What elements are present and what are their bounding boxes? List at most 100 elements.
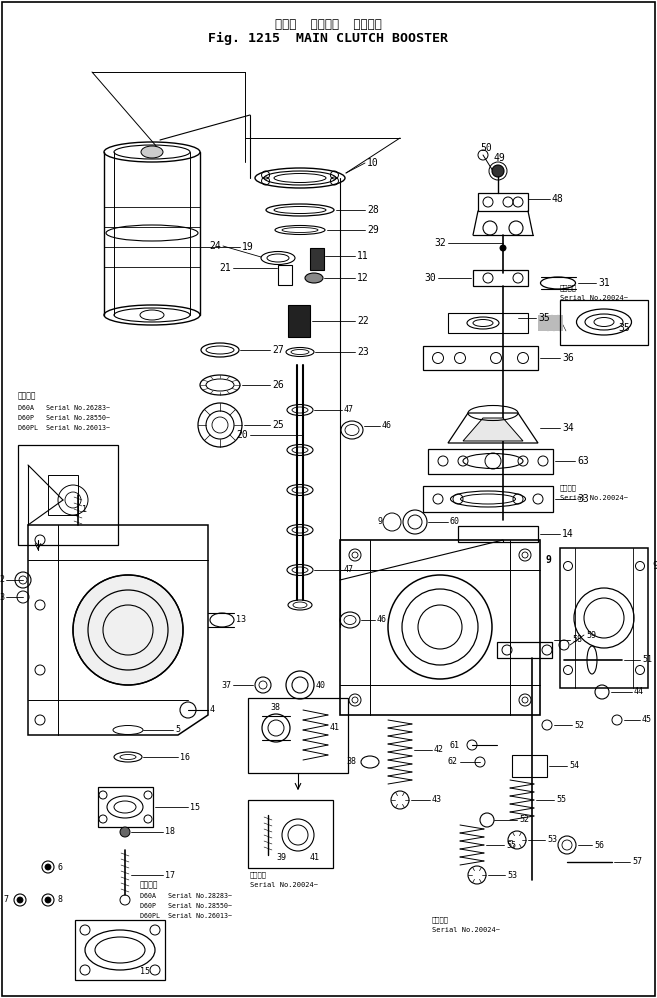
Text: 17: 17 [165, 870, 175, 879]
Bar [473, 270, 528, 286]
Text: 1: 1 [82, 506, 87, 515]
Text: 適用号機: 適用号機 [432, 917, 449, 923]
Text: 9: 9 [377, 518, 382, 527]
Bar [560, 300, 648, 345]
Text: 18: 18 [165, 827, 175, 836]
Text: 6: 6 [58, 862, 63, 871]
Bar [423, 486, 553, 512]
Text: 41: 41 [310, 853, 320, 862]
Text: 45: 45 [642, 716, 652, 725]
Text: 51: 51 [642, 656, 652, 665]
Polygon shape [463, 418, 523, 441]
Bar [310, 248, 324, 270]
Text: D60A   Serial No.26283~: D60A Serial No.26283~ [18, 405, 110, 411]
Text: 37: 37 [221, 681, 231, 690]
Text: 14: 14 [562, 529, 574, 539]
Bar [428, 449, 553, 474]
Text: Serial No.20024~: Serial No.20024~ [560, 495, 628, 501]
Text: 27: 27 [272, 345, 284, 355]
Text: 9: 9 [652, 561, 657, 571]
Circle shape [500, 245, 506, 251]
Bar [560, 548, 648, 688]
Circle shape [45, 897, 51, 903]
Text: 29: 29 [367, 225, 378, 235]
Text: 50: 50 [480, 143, 491, 153]
Text: D60A   Serial No.28283~: D60A Serial No.28283~ [140, 893, 232, 899]
Text: Serial No.20024~: Serial No.20024~ [250, 882, 318, 888]
Text: 22: 22 [357, 316, 369, 326]
Bar [478, 193, 528, 211]
Text: 適用号機: 適用号機 [18, 391, 37, 400]
Text: 適用号機: 適用号機 [250, 871, 267, 878]
Text: 7: 7 [3, 895, 8, 904]
Bar [458, 526, 538, 542]
Text: D60P   Serial No.28550~: D60P Serial No.28550~ [18, 415, 110, 421]
Bar [423, 346, 538, 370]
Text: 52: 52 [519, 815, 529, 824]
Bar [98, 787, 153, 827]
Bar [18, 445, 118, 545]
Text: 55: 55 [556, 795, 566, 804]
Text: 55: 55 [506, 840, 516, 849]
Text: 4: 4 [210, 706, 215, 715]
Text: 38: 38 [346, 757, 356, 766]
Text: 28: 28 [367, 205, 378, 215]
Text: 12: 12 [357, 273, 369, 283]
Bar [248, 698, 348, 773]
Text: 10: 10 [367, 158, 378, 168]
Text: 25: 25 [272, 420, 284, 430]
Text: 15: 15 [140, 967, 150, 976]
Text: 30: 30 [424, 273, 436, 283]
Bar [448, 313, 528, 333]
Bar [48, 475, 78, 515]
Text: 9: 9 [545, 555, 551, 565]
Text: 58: 58 [572, 636, 582, 645]
Text: 62: 62 [448, 757, 458, 766]
Text: 35: 35 [538, 313, 550, 323]
Text: 適用号機: 適用号機 [140, 880, 158, 889]
Text: 54: 54 [569, 761, 579, 770]
Bar [248, 800, 333, 868]
Text: 59: 59 [586, 631, 596, 640]
Text: 23: 23 [357, 347, 369, 357]
Text: 61: 61 [450, 741, 460, 749]
Bar [75, 920, 165, 980]
Text: 44: 44 [634, 688, 644, 697]
Text: 26: 26 [272, 380, 284, 390]
Bar [538, 315, 563, 331]
Text: 21: 21 [219, 263, 231, 273]
Text: 13: 13 [236, 616, 246, 625]
Text: 41: 41 [330, 724, 340, 733]
Text: 20: 20 [237, 430, 248, 440]
Ellipse shape [305, 273, 323, 283]
Text: 19: 19 [242, 242, 254, 252]
Text: 適用号機: 適用号機 [560, 485, 577, 491]
Circle shape [492, 165, 504, 177]
Text: D60PL  Serial No.26013~: D60PL Serial No.26013~ [18, 425, 110, 431]
Text: 36: 36 [562, 353, 574, 363]
Text: 47: 47 [344, 405, 354, 414]
Text: 11: 11 [357, 251, 369, 261]
Text: 5: 5 [175, 726, 180, 735]
Text: 31: 31 [598, 278, 610, 288]
Text: 53: 53 [547, 835, 557, 844]
Text: 52: 52 [574, 721, 584, 730]
Text: 49: 49 [493, 153, 505, 163]
Text: 15: 15 [190, 802, 200, 811]
Text: 3: 3 [0, 593, 4, 602]
Circle shape [73, 575, 183, 685]
Circle shape [120, 827, 130, 837]
Text: 35: 35 [618, 323, 630, 333]
Circle shape [45, 864, 51, 870]
Circle shape [17, 897, 23, 903]
Text: Serial No.20024~: Serial No.20024~ [560, 295, 628, 301]
Text: 16: 16 [180, 752, 190, 761]
Text: 63: 63 [577, 456, 589, 466]
Text: 8: 8 [58, 895, 63, 904]
Ellipse shape [141, 146, 163, 158]
Text: 34: 34 [562, 423, 574, 433]
Text: 2: 2 [0, 576, 4, 585]
Text: 39: 39 [276, 853, 286, 862]
Text: 38: 38 [270, 704, 280, 713]
Bar [288, 305, 310, 337]
